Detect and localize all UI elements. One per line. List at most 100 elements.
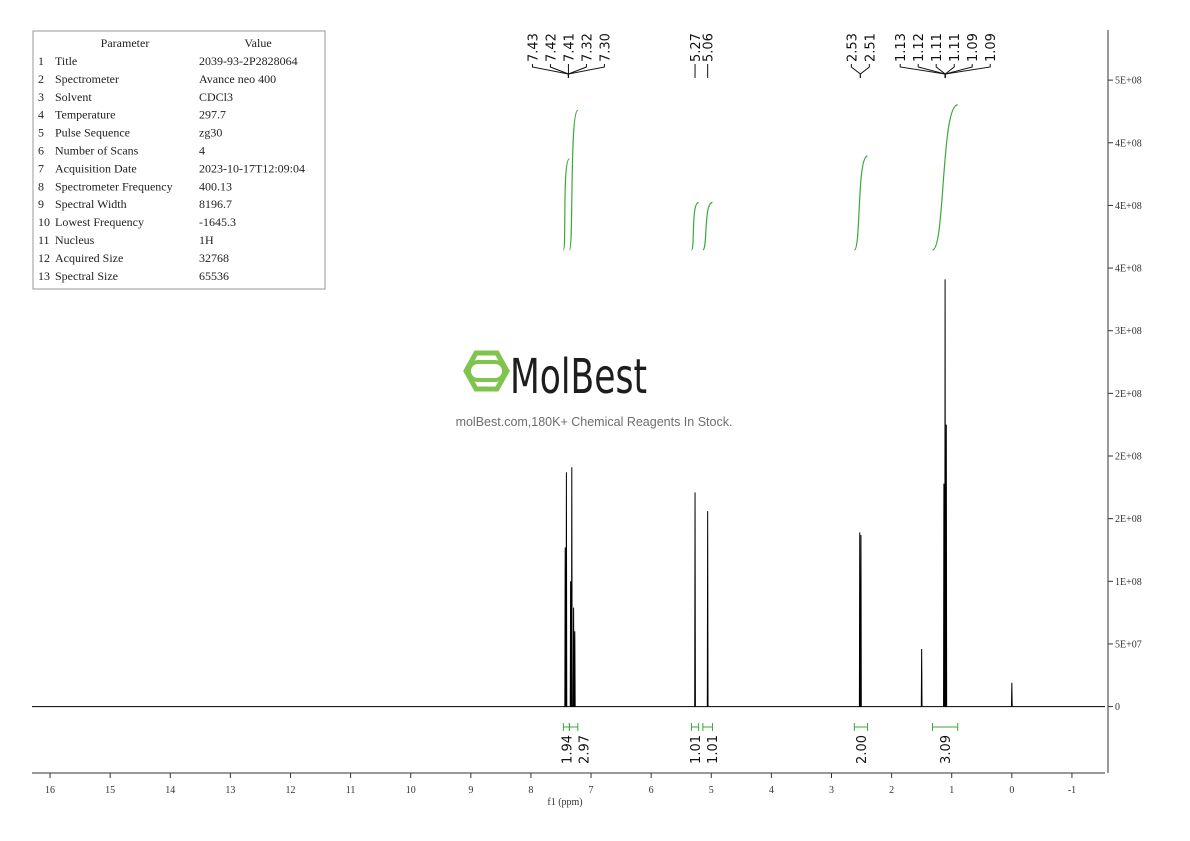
- y-tick-label: 2E+08: [1115, 452, 1142, 463]
- table-cell: 400.13: [199, 179, 232, 193]
- peak-label: 7.42: [544, 33, 559, 62]
- table-cell: 4: [199, 144, 205, 158]
- peak-label: 1.13: [894, 33, 909, 62]
- y-tick-label: 0: [1115, 702, 1120, 713]
- x-tick-label: 5: [709, 785, 714, 796]
- y-tick-label: 4E+08: [1115, 138, 1142, 149]
- table-cell: Solvent: [55, 90, 92, 104]
- table-cell: 2023-10-17T12:09:04: [199, 161, 305, 175]
- peak-connector: [935, 64, 946, 78]
- table-cell: CDCl3: [199, 90, 233, 104]
- integral-bracket: [690, 723, 700, 731]
- x-tick-label: 1: [949, 785, 954, 796]
- table-cell: 11: [38, 233, 50, 247]
- plot: [32, 279, 1105, 708]
- integral-label: 3.09: [939, 735, 954, 764]
- integral-curve: [562, 158, 570, 251]
- peak-connector: [944, 64, 991, 78]
- x-tick-label: 13: [225, 785, 235, 796]
- table-cell: 297.7: [199, 108, 226, 122]
- table-cell: Acquired Size: [55, 251, 123, 265]
- peak-labels: 7.43 7.42 7.41 7.32 7.30 5.275.06 2.53 2.51 1.13…: [526, 33, 999, 78]
- brand: MolBest: [510, 348, 647, 404]
- x-axis-label: f1 (ppm): [547, 797, 582, 808]
- integral-bracket: [568, 723, 579, 731]
- table-header: Parameter: [101, 36, 150, 50]
- integrals: 1.94 2.97 1.01 1.01 2.00 3.09: [560, 104, 959, 764]
- table-cell: 1: [38, 54, 44, 68]
- table-border: [32, 30, 326, 290]
- peak-label: 2.53: [845, 33, 860, 62]
- table-cell: 2039-93-2P2828064: [199, 54, 298, 68]
- table-cell: Spectrometer: [55, 72, 119, 86]
- x-tick-label: 10: [406, 785, 416, 796]
- y-tick-label: 4E+08: [1115, 201, 1142, 212]
- table-cell: Pulse Sequence: [55, 126, 130, 140]
- table-cell: Spectral Width: [55, 197, 127, 211]
- x-tick-label: 6: [649, 785, 654, 796]
- x-tick-label: 9: [468, 785, 473, 796]
- peak-label: 1.11: [948, 33, 963, 62]
- integral-bracket: [702, 723, 713, 731]
- peak-connector: [850, 64, 861, 78]
- table-cell: 8196.7: [199, 197, 232, 211]
- x-tick-label: 3: [829, 785, 834, 796]
- integral-label: 2.00: [855, 735, 870, 764]
- peak-label: 7.41: [562, 33, 577, 62]
- peak-label: 1.09: [984, 33, 999, 62]
- table-cell: Spectral Size: [55, 269, 118, 283]
- peak-label: 2.51: [863, 33, 878, 62]
- table-cell: 5: [38, 126, 44, 140]
- integral-bracket: [853, 723, 869, 731]
- peak-label: 1.12: [912, 33, 927, 62]
- parameter-table: Parameter Value 1 Title 2039-93-2P2828064 2 Sp…: [32, 30, 326, 290]
- tagline: molBest.com,180K+ Chemical Reagents In S…: [456, 415, 733, 429]
- table-cell: Avance neo 400: [199, 72, 276, 86]
- table-cell: 6: [38, 144, 44, 158]
- integral-bracket: [562, 723, 570, 731]
- peak-connector: [899, 64, 946, 78]
- integral-label: 1.01: [689, 735, 704, 764]
- table-header: Value: [244, 36, 271, 50]
- y-tick-label: 5E+08: [1115, 76, 1142, 87]
- y-tick-label: 5E+07: [1115, 639, 1142, 650]
- y-tick-label: 2E+08: [1115, 514, 1142, 525]
- x-tick-label: -1: [1068, 785, 1076, 796]
- x-tick-label: 8: [528, 785, 533, 796]
- table-cell: 13: [38, 269, 50, 283]
- integral-label: 2.97: [577, 735, 592, 764]
- table-cell: 9: [38, 197, 44, 211]
- x-tick-label: 12: [285, 785, 295, 796]
- watermark: MolBest molBest.com,180K+ Chemical Reage…: [456, 348, 733, 429]
- integral-curve: [690, 201, 700, 251]
- table-cell: Lowest Frequency: [55, 215, 144, 229]
- integral-curve: [568, 109, 579, 251]
- peak-label: 7.32: [580, 33, 595, 62]
- table-cell: Title: [55, 54, 77, 68]
- table-cell: Temperature: [55, 108, 115, 122]
- axes: 16 15 14 13 12 11 10 9 8 7 6 5 4 3 2 1 0 -1f1 (ppm)05E+07…: [32, 30, 1142, 808]
- table-cell: 32768: [199, 251, 229, 265]
- table-cell: 3: [38, 90, 44, 104]
- table-cell: Number of Scans: [55, 144, 139, 158]
- x-tick-label: 11: [346, 785, 356, 796]
- table-cell: 8: [38, 179, 44, 193]
- peak-connector: [567, 64, 605, 78]
- y-tick-label: 4E+08: [1115, 264, 1142, 275]
- y-tick-label: 1E+08: [1115, 577, 1142, 588]
- table-cell: 4: [38, 108, 44, 122]
- x-tick-label: 16: [45, 785, 55, 796]
- peak-label: 7.30: [598, 33, 613, 62]
- spectrum-line: [32, 279, 1105, 708]
- x-tick-label: 15: [105, 785, 115, 796]
- table-cell: Nucleus: [55, 233, 95, 247]
- peak-connector: [859, 64, 870, 78]
- table-cell: 10: [38, 215, 50, 229]
- x-tick-label: 14: [165, 785, 175, 796]
- x-tick-label: 7: [589, 785, 594, 796]
- integral-label: 1.94: [560, 735, 575, 764]
- table-cell: 2: [38, 72, 44, 86]
- integral-label: 1.01: [706, 735, 721, 764]
- x-tick-label: 0: [1009, 785, 1014, 796]
